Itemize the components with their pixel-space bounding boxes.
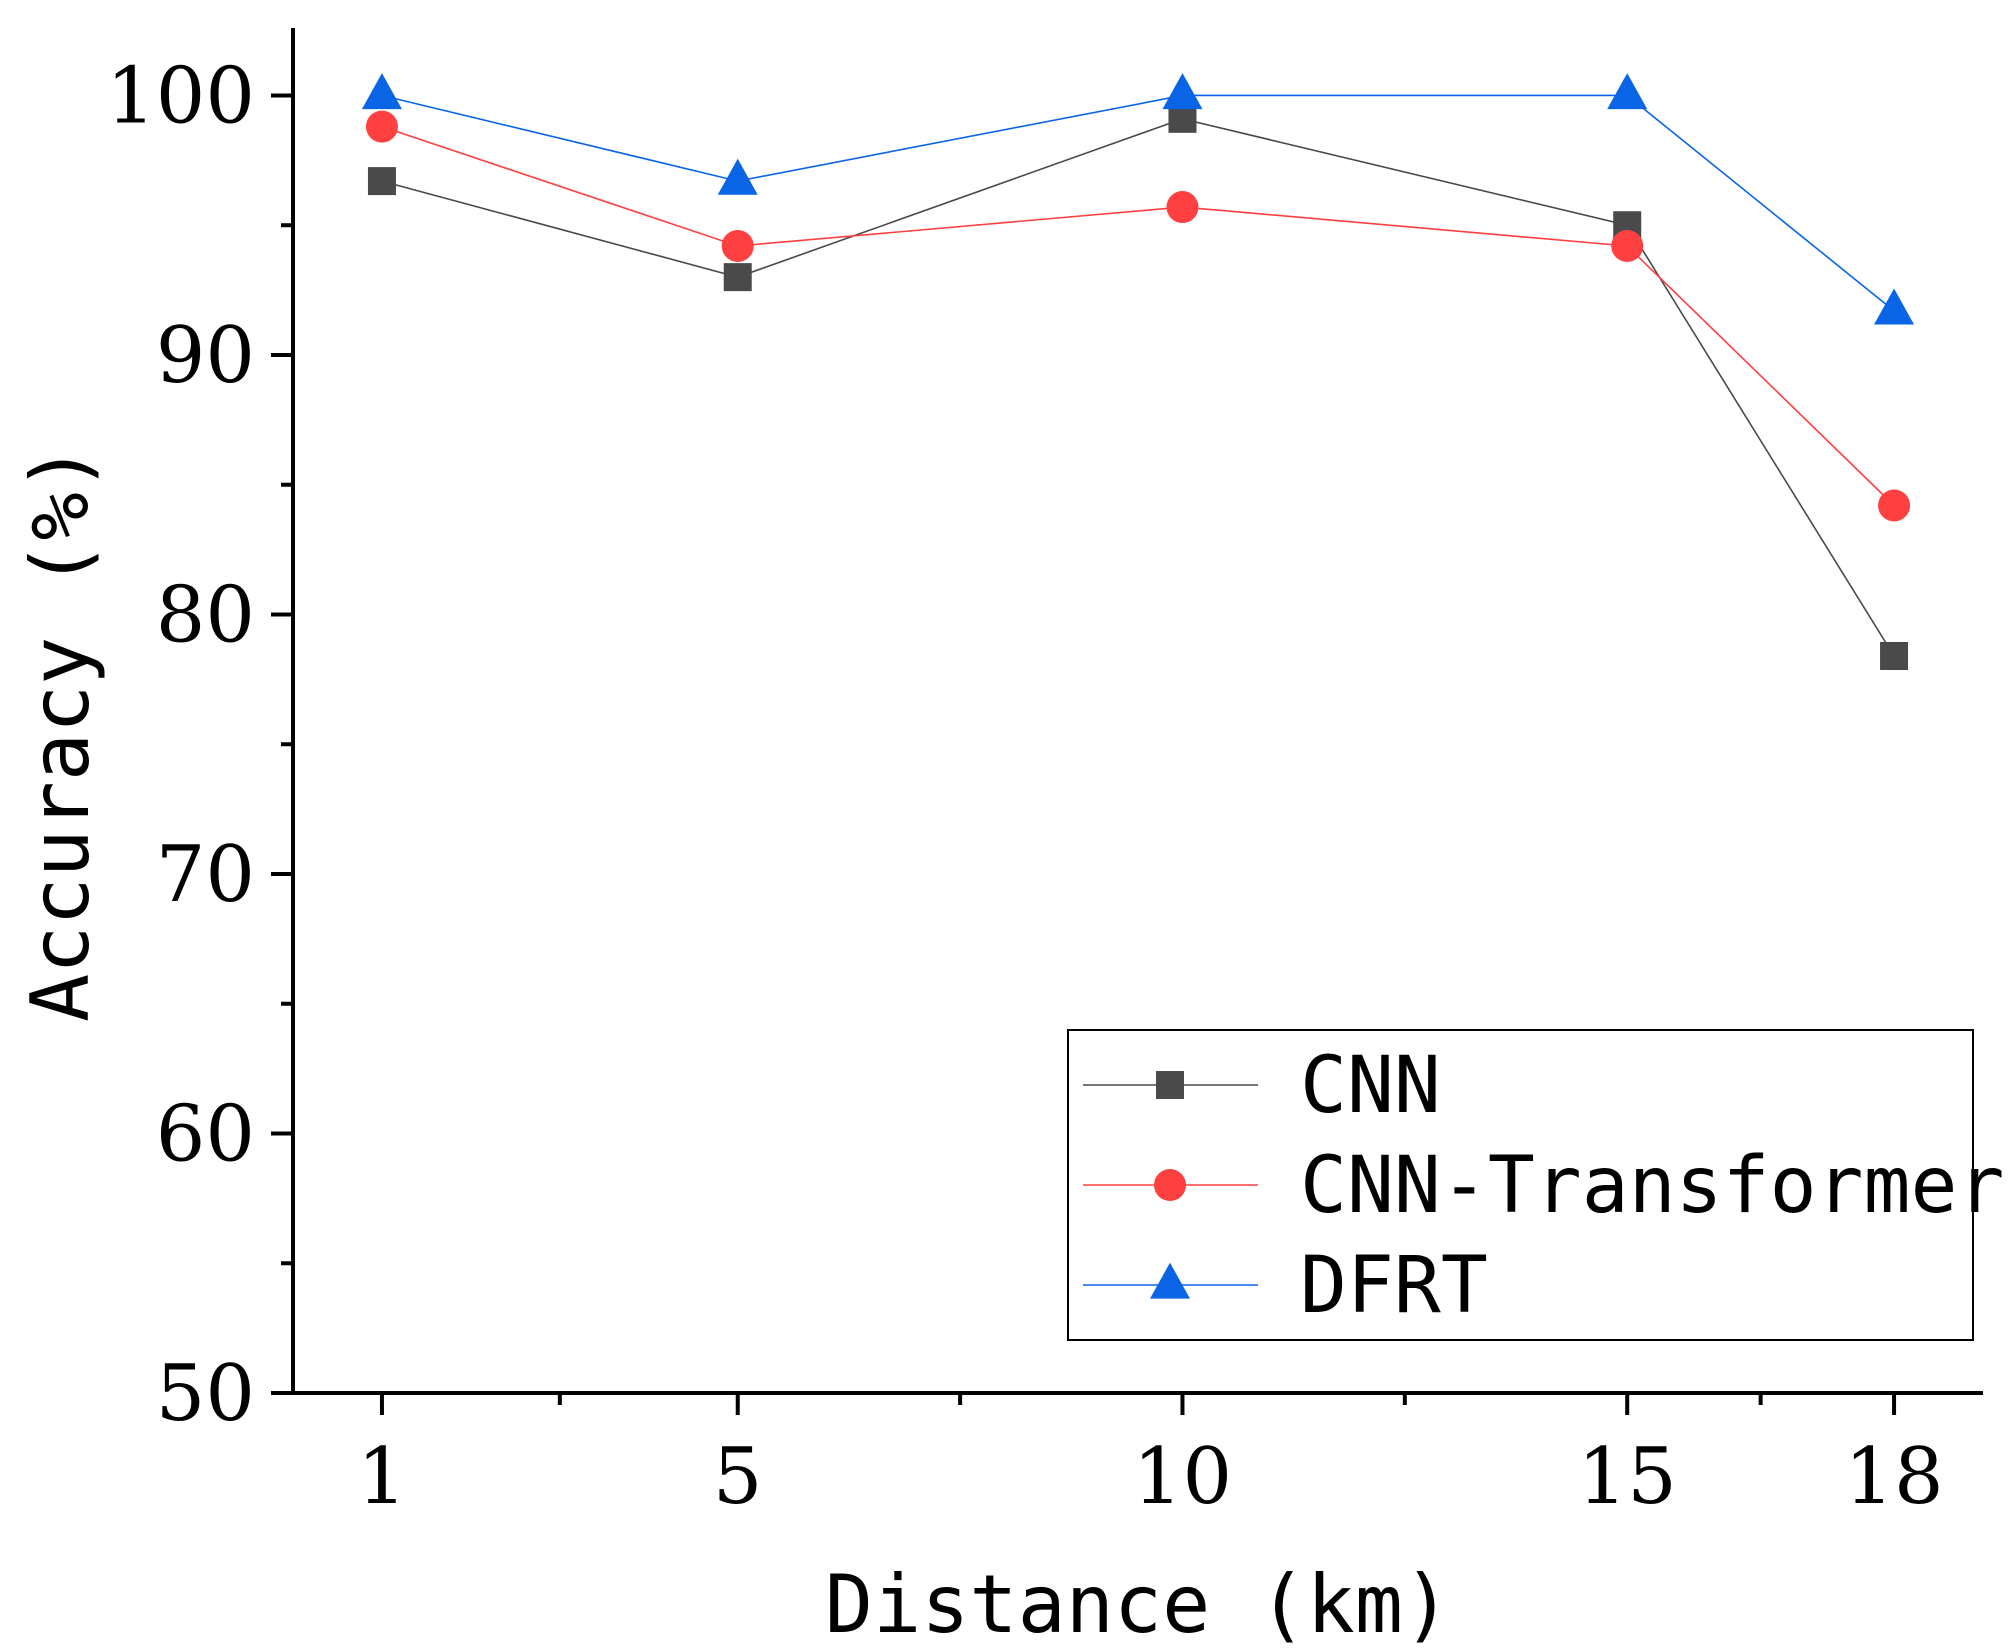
legend: CNN CNN-Transformer DFRT	[1067, 1029, 2004, 1341]
legend-marker-cnn	[1156, 1071, 1184, 1099]
y-axis-ticks: 50 60 70 80 90 100	[106, 51, 293, 1439]
data-point-dfrt	[1162, 73, 1203, 110]
data-point-cnn	[723, 263, 752, 292]
series-line-cnn	[381, 117, 1895, 657]
x-axis-ticks: 1 5 10 15 18	[357, 1393, 1944, 1522]
data-point-dfrt	[361, 73, 402, 110]
y-axis-title: Accuracy (%)	[14, 444, 107, 1022]
y-tick-label: 50	[156, 1349, 255, 1439]
data-point-dfrt	[1874, 288, 1915, 325]
data-point-cnn-transformer	[1611, 229, 1644, 262]
series-line-cnn-transformer	[381, 125, 1895, 507]
legend-label-dfrt: DFRT	[1300, 1241, 1488, 1331]
x-tick-label: 10	[1133, 1432, 1232, 1522]
legend-items: CNN CNN-Transformer DFRT	[1083, 1041, 2004, 1331]
series-lines	[381, 94, 1895, 657]
x-tick-label: 5	[713, 1432, 763, 1522]
legend-label-cnn: CNN	[1300, 1041, 1441, 1131]
series-markers	[361, 73, 1915, 671]
data-point-cnn	[367, 167, 396, 196]
x-tick-label: 1	[357, 1432, 407, 1522]
data-point-dfrt	[717, 158, 758, 195]
legend-marker-dfrt	[1150, 1262, 1190, 1299]
y-tick-label: 100	[106, 51, 255, 141]
data-point-cnn-transformer	[365, 110, 398, 143]
x-tick-label: 15	[1578, 1432, 1677, 1522]
data-point-cnn-transformer	[1166, 191, 1199, 224]
y-tick-label: 80	[156, 570, 255, 660]
y-tick-label: 70	[156, 830, 255, 920]
x-axis-title: Distance (km)	[825, 1558, 1451, 1651]
legend-label-cnn-transformer: CNN-Transformer	[1300, 1141, 2004, 1231]
data-point-cnn	[1880, 642, 1909, 671]
data-point-cnn-transformer	[1878, 489, 1911, 522]
x-tick-label: 18	[1844, 1432, 1943, 1522]
legend-marker-cnn-transformer	[1154, 1169, 1186, 1201]
data-point-dfrt	[1607, 73, 1648, 110]
data-point-cnn	[1168, 104, 1197, 133]
data-point-cnn-transformer	[721, 229, 754, 262]
y-tick-label: 90	[156, 311, 255, 401]
y-tick-label: 60	[156, 1089, 255, 1179]
